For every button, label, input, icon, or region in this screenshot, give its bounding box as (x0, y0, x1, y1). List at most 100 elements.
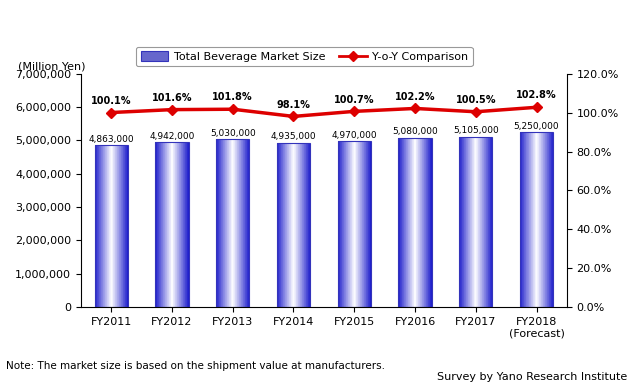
Bar (102, 145, 103, 307)
Bar (520, 132, 521, 307)
Bar (486, 137, 487, 307)
Bar (537, 132, 538, 307)
Bar (409, 138, 410, 307)
Bar (413, 138, 415, 307)
Bar (294, 142, 295, 307)
Bar (545, 132, 546, 307)
Bar (160, 142, 161, 307)
Text: 100.7%: 100.7% (334, 94, 375, 104)
Bar (368, 141, 369, 307)
Bar (417, 138, 418, 307)
Bar (164, 142, 165, 307)
Bar (544, 132, 545, 307)
Bar (113, 145, 114, 307)
Bar (542, 132, 543, 307)
Bar (345, 141, 346, 307)
Bar (185, 142, 186, 307)
Bar (527, 132, 528, 307)
Bar (284, 142, 285, 307)
Bar (302, 142, 303, 307)
Bar (469, 137, 470, 307)
Text: 102.2%: 102.2% (395, 92, 436, 102)
Bar (431, 138, 432, 307)
Bar (541, 132, 542, 307)
Bar (169, 142, 170, 307)
Bar (344, 141, 345, 307)
Bar (181, 142, 182, 307)
Bar (107, 145, 108, 307)
Bar (522, 132, 523, 307)
Bar (474, 137, 475, 307)
Bar (463, 137, 465, 307)
Bar (285, 142, 286, 307)
Bar (421, 138, 422, 307)
Bar (358, 141, 359, 307)
Bar (353, 141, 354, 307)
Bar (428, 138, 429, 307)
Bar (127, 145, 128, 307)
Bar (110, 145, 111, 307)
Bar (410, 138, 411, 307)
Text: Survey by Yano Research Institute: Survey by Yano Research Institute (437, 372, 628, 382)
Bar (288, 142, 289, 307)
Bar (291, 142, 292, 307)
Bar (295, 142, 296, 307)
Bar (216, 139, 217, 307)
Bar (531, 132, 532, 307)
Bar (121, 145, 122, 307)
Bar (217, 139, 218, 307)
Bar (296, 142, 297, 307)
Bar (342, 141, 343, 307)
Bar (488, 137, 489, 307)
Bar (465, 137, 466, 307)
Bar (156, 142, 157, 307)
Text: (Million Yen): (Million Yen) (18, 61, 85, 71)
Bar (101, 145, 102, 307)
Bar (290, 142, 291, 307)
Bar (309, 142, 310, 307)
Text: 98.1%: 98.1% (276, 99, 311, 109)
Bar (106, 145, 107, 307)
Bar (159, 142, 160, 307)
Bar (283, 142, 284, 307)
Bar (492, 137, 493, 307)
Bar (162, 142, 163, 307)
Bar (116, 145, 117, 307)
Bar (550, 132, 551, 307)
Bar (223, 139, 224, 307)
Bar (186, 142, 188, 307)
Bar (460, 137, 461, 307)
Bar (292, 142, 293, 307)
Bar (299, 142, 300, 307)
Bar (357, 141, 358, 307)
Text: 4,863,000: 4,863,000 (88, 134, 134, 144)
Bar (306, 142, 307, 307)
Bar (524, 132, 525, 307)
Text: Note: The market size is based on the shipment value at manufacturers.: Note: The market size is based on the sh… (6, 361, 385, 371)
Bar (109, 145, 110, 307)
Bar (111, 145, 112, 307)
Bar (352, 141, 353, 307)
Text: 4,942,000: 4,942,000 (149, 132, 195, 141)
Bar (341, 141, 342, 307)
Bar (224, 139, 226, 307)
Bar (415, 138, 416, 307)
Bar (170, 142, 171, 307)
Bar (277, 142, 310, 307)
Bar (475, 137, 476, 307)
Bar (479, 137, 480, 307)
Bar (343, 141, 344, 307)
Bar (538, 132, 539, 307)
Bar (536, 132, 537, 307)
Bar (490, 137, 491, 307)
Bar (235, 139, 236, 307)
Bar (366, 141, 367, 307)
Bar (520, 132, 553, 307)
Bar (226, 139, 227, 307)
Bar (484, 137, 485, 307)
Bar (248, 139, 249, 307)
Bar (489, 137, 490, 307)
Bar (238, 139, 239, 307)
Bar (277, 142, 278, 307)
Bar (114, 145, 115, 307)
